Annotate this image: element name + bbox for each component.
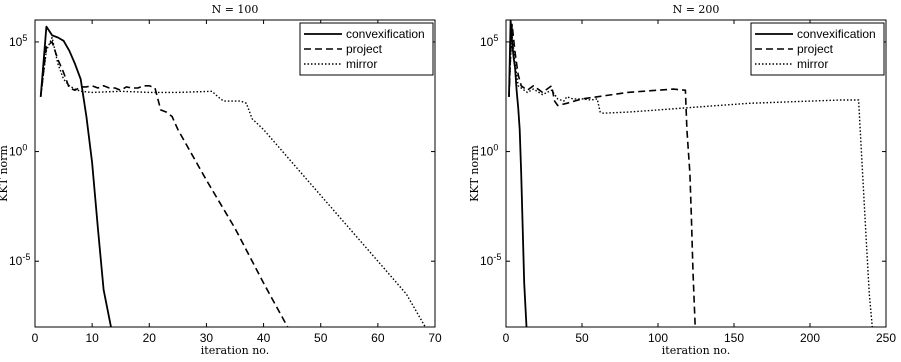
x-tick-label: 70 [428,331,442,345]
x-tick-label: 50 [575,331,589,345]
x-tick-label: 60 [371,331,385,345]
plot-frame [505,19,887,328]
x-tick-label: 20 [143,331,157,345]
y-tick-exponent: 0 [493,143,498,153]
y-tick-label: 100 [480,143,498,159]
legend-label-mirror: mirror [797,57,828,71]
legend-label-convexification: convexification [346,27,425,41]
y-tick-exponent: 5 [22,33,27,43]
x-tick-label: 40 [257,331,271,345]
y-tick-base: 10 [9,254,23,268]
x-tick-label: 30 [200,331,214,345]
y-tick-exponent: -5 [493,252,501,262]
x-tick-label: 0 [32,331,39,345]
y-tick-base: 10 [480,254,494,268]
y-tick-label: 105 [9,33,27,49]
chart-title: N = 100 [212,3,259,16]
x-tick-label: 100 [648,331,668,345]
x-tick-label: 50 [314,331,328,345]
legend-box [299,22,434,76]
legend-label-project: project [346,42,383,56]
y-tick-base: 10 [9,35,23,49]
series-line-project [508,23,696,327]
y-tick-exponent: 0 [22,143,27,153]
series-line-project [39,41,289,327]
y-tick-exponent: 5 [493,33,498,43]
legend-label-project: project [797,42,834,56]
y-tick-base: 10 [480,35,494,49]
x-tick-label: 250 [876,331,896,345]
x-axis-label: iteration no. [662,344,730,357]
x-axis-label: iteration no. [201,344,269,357]
x-tick-label: 0 [503,331,510,345]
y-axis-label: KKT norm [468,145,481,202]
x-tick-label: 10 [85,331,99,345]
legend-label-convexification: convexification [797,27,876,41]
legend-box [750,22,885,76]
y-tick-label: 105 [480,33,498,49]
y-tick-label: 100 [9,143,27,159]
y-tick-base: 10 [480,145,494,159]
y-tick-base: 10 [9,145,23,159]
legend-label-mirror: mirror [346,57,377,71]
x-tick-label: 150 [724,331,744,345]
plot-frame [34,19,436,328]
x-tick-label: 200 [800,331,820,345]
chart-title: N = 200 [673,3,720,16]
y-tick-label: 10-5 [480,252,501,268]
y-axis-label: KKT norm [0,145,10,202]
y-tick-label: 10-5 [9,252,30,268]
series-line-convexification [39,25,112,327]
y-tick-exponent: -5 [22,252,30,262]
series-line-mirror [40,36,426,327]
